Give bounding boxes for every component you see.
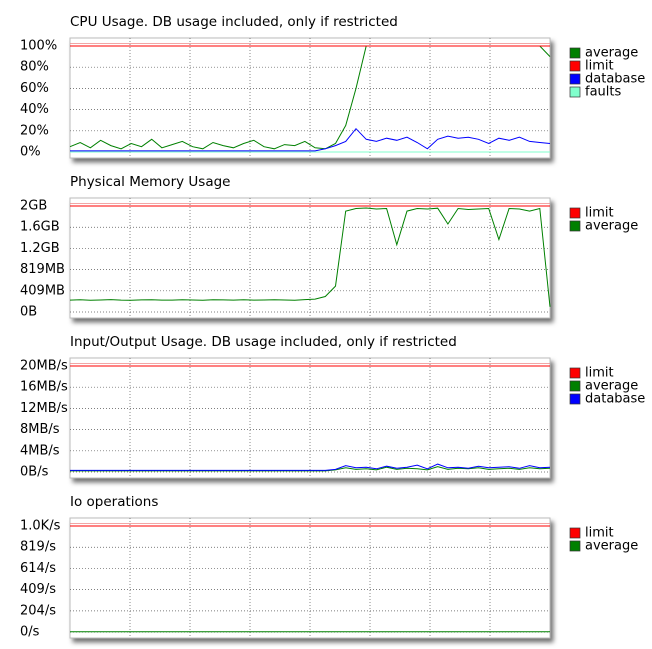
y-tick-label: 1.0K/s <box>20 519 61 534</box>
y-tick-label: 2GB <box>20 199 47 214</box>
legend-label: database <box>585 392 645 407</box>
y-tick-label: 4MB/s <box>20 443 60 458</box>
legend-swatch <box>569 393 581 405</box>
y-tick-label: 819/s <box>20 540 56 555</box>
series-line <box>69 207 551 307</box>
y-tick-label: 0B/s <box>20 465 49 480</box>
legend-label: average <box>585 539 638 554</box>
legend-swatch <box>569 207 581 219</box>
legend-label: limit <box>585 526 614 541</box>
chart-title: Physical Memory Usage <box>70 174 230 190</box>
series-line <box>70 127 551 152</box>
legend-label: limit <box>585 59 614 74</box>
y-tick-label: 409/s <box>20 582 56 597</box>
y-tick-label: 60% <box>20 81 49 96</box>
legend-swatch <box>569 60 581 72</box>
y-tick-label: 409MB <box>20 283 65 298</box>
legend-swatch <box>569 220 581 232</box>
y-tick-label: 40% <box>20 102 49 117</box>
y-tick-label: 12MB/s <box>20 401 68 416</box>
y-tick-label: 0% <box>20 145 41 160</box>
legend-label: limit <box>585 206 614 221</box>
legend-swatch <box>569 86 581 98</box>
legend-label: database <box>585 72 645 87</box>
y-tick-label: 1.6GB <box>20 220 60 235</box>
y-tick-label: 80% <box>20 60 49 75</box>
y-tick-label: 819MB <box>20 262 65 277</box>
legend-swatch <box>569 527 581 539</box>
chart-title: CPU Usage. DB usage included, only if re… <box>70 14 398 30</box>
y-tick-label: 20% <box>20 123 49 138</box>
legend-swatch <box>569 367 581 379</box>
series-line <box>70 463 551 471</box>
y-tick-label: 8MB/s <box>20 422 60 437</box>
legend-label: average <box>585 46 638 61</box>
chart-title: Io operations <box>70 494 158 510</box>
y-tick-label: 20MB/s <box>20 359 68 374</box>
y-tick-label: 1.2GB <box>20 241 60 256</box>
legend-swatch <box>569 73 581 85</box>
y-tick-label: 614/s <box>20 561 56 576</box>
y-tick-label: 16MB/s <box>20 380 68 395</box>
legend-label: average <box>585 219 638 234</box>
legend-swatch <box>569 380 581 392</box>
legend-swatch <box>569 540 581 552</box>
legend-label: average <box>585 379 638 394</box>
legend-label: limit <box>585 366 614 381</box>
chart-title: Input/Output Usage. DB usage included, o… <box>70 334 457 350</box>
y-tick-label: 100% <box>20 39 57 54</box>
legend-label: faults <box>585 85 621 100</box>
y-tick-label: 0B <box>20 305 37 320</box>
legend-swatch <box>569 47 581 59</box>
y-tick-label: 0/s <box>20 625 40 640</box>
y-tick-label: 204/s <box>20 603 56 618</box>
